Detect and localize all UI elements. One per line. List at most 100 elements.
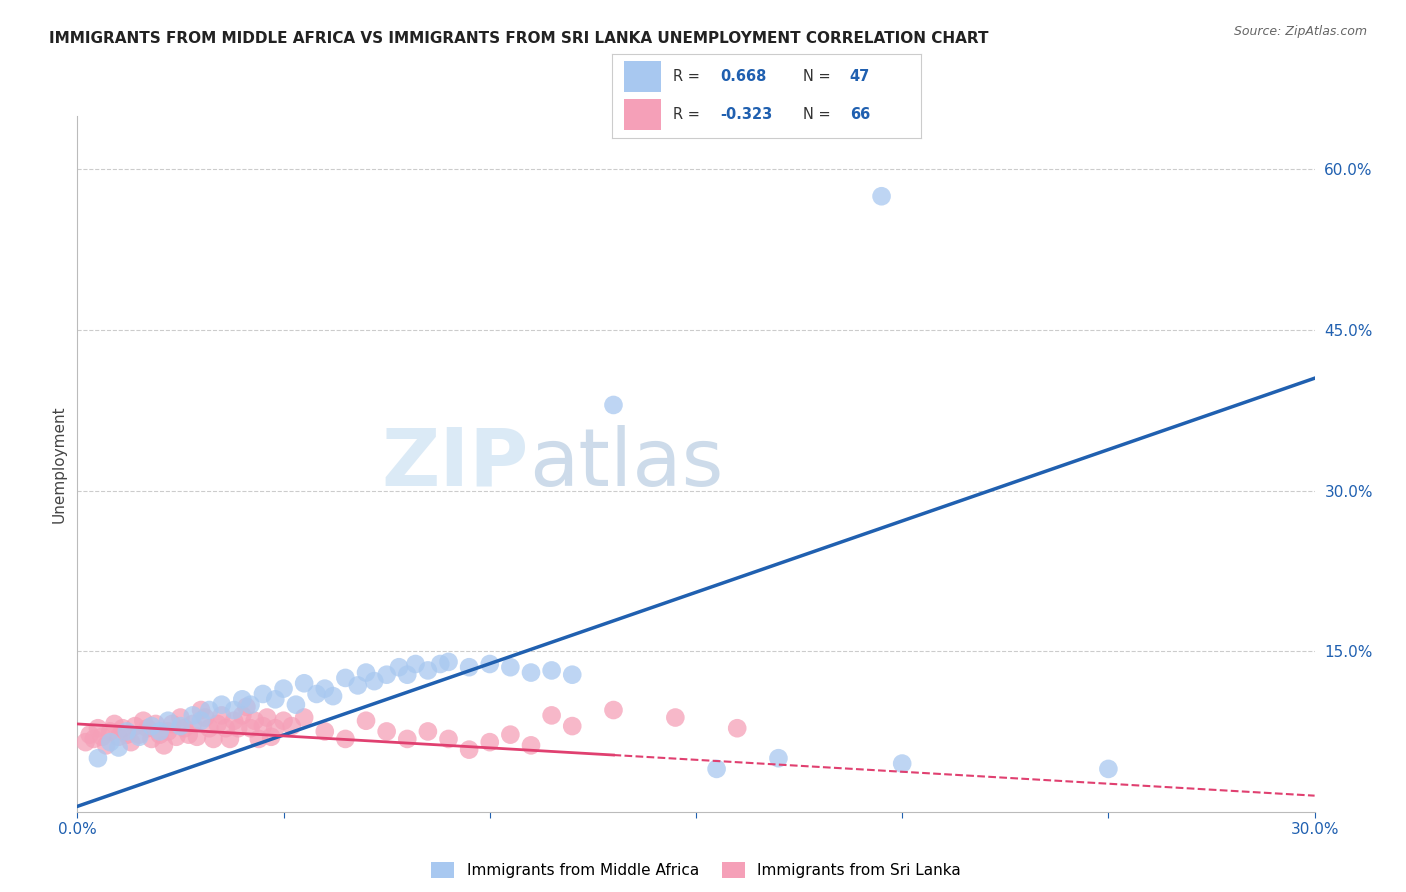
Point — [145, 717, 167, 731]
Point — [540, 664, 562, 678]
Point — [520, 739, 543, 753]
Point — [252, 687, 274, 701]
Point — [141, 719, 163, 733]
Point — [375, 724, 398, 739]
Point — [169, 719, 191, 733]
Point — [602, 398, 624, 412]
Point — [103, 717, 125, 731]
Point — [107, 740, 129, 755]
Point — [149, 728, 172, 742]
Point — [177, 728, 200, 742]
Point — [252, 719, 274, 733]
Point — [354, 714, 377, 728]
Point — [79, 728, 101, 742]
Point — [292, 676, 315, 690]
Point — [247, 731, 270, 746]
Point — [149, 724, 172, 739]
Point — [335, 731, 357, 746]
Point — [211, 708, 233, 723]
Point — [111, 721, 134, 735]
Text: 66: 66 — [849, 107, 870, 122]
Text: IMMIGRANTS FROM MIDDLE AFRICA VS IMMIGRANTS FROM SRI LANKA UNEMPLOYMENT CORRELAT: IMMIGRANTS FROM MIDDLE AFRICA VS IMMIGRA… — [49, 31, 988, 46]
Point — [243, 714, 266, 728]
Point — [396, 667, 419, 681]
Point — [132, 714, 155, 728]
Point — [239, 721, 262, 735]
Text: atlas: atlas — [529, 425, 723, 503]
Point — [136, 721, 159, 735]
Point — [215, 721, 238, 735]
Point — [83, 731, 105, 746]
Point — [260, 730, 283, 744]
Text: Source: ZipAtlas.com: Source: ZipAtlas.com — [1233, 25, 1367, 38]
Point — [602, 703, 624, 717]
Point — [725, 721, 748, 735]
Point — [115, 724, 138, 739]
Point — [375, 667, 398, 681]
Point — [107, 730, 129, 744]
Point — [478, 735, 501, 749]
Point — [363, 674, 385, 689]
Point — [222, 703, 245, 717]
Y-axis label: Unemployment: Unemployment — [51, 405, 66, 523]
Legend: Immigrants from Middle Africa, Immigrants from Sri Lanka: Immigrants from Middle Africa, Immigrant… — [425, 856, 967, 884]
Point — [153, 739, 176, 753]
Point — [198, 721, 221, 735]
Point — [128, 730, 150, 744]
Point — [281, 719, 304, 733]
Point — [499, 728, 522, 742]
Point — [1097, 762, 1119, 776]
Point — [231, 692, 253, 706]
Point — [706, 762, 728, 776]
Point — [416, 724, 439, 739]
Point — [264, 692, 287, 706]
Text: 47: 47 — [849, 69, 870, 84]
Point — [198, 703, 221, 717]
Point — [98, 724, 121, 739]
Point — [346, 678, 368, 692]
Point — [165, 730, 187, 744]
Point — [194, 710, 217, 724]
Text: R =: R = — [673, 107, 704, 122]
Point — [87, 721, 110, 735]
Point — [437, 731, 460, 746]
Point — [235, 699, 257, 714]
Point — [128, 728, 150, 742]
Point — [96, 739, 118, 753]
Point — [322, 689, 344, 703]
Point — [478, 657, 501, 671]
Bar — [624, 99, 661, 130]
Point — [561, 719, 583, 733]
Point — [335, 671, 357, 685]
Point — [173, 721, 195, 735]
Point — [264, 721, 287, 735]
Point — [429, 657, 451, 671]
Point — [458, 660, 481, 674]
Point — [190, 703, 212, 717]
Point — [141, 731, 163, 746]
Point — [231, 708, 253, 723]
Point — [160, 717, 183, 731]
Point — [405, 657, 427, 671]
Point — [354, 665, 377, 680]
Point — [87, 751, 110, 765]
Point — [115, 728, 138, 742]
Point — [458, 742, 481, 756]
Point — [157, 714, 180, 728]
Text: ZIP: ZIP — [381, 425, 529, 503]
Point — [305, 687, 328, 701]
Point — [211, 698, 233, 712]
Point — [239, 698, 262, 712]
Point — [284, 698, 307, 712]
Point — [292, 710, 315, 724]
Point — [499, 660, 522, 674]
Point — [314, 724, 336, 739]
Point — [124, 719, 146, 733]
Bar — [624, 62, 661, 92]
Point — [396, 731, 419, 746]
Point — [273, 714, 295, 728]
Point — [256, 710, 278, 724]
Point — [437, 655, 460, 669]
Point — [870, 189, 893, 203]
Point — [664, 710, 686, 724]
